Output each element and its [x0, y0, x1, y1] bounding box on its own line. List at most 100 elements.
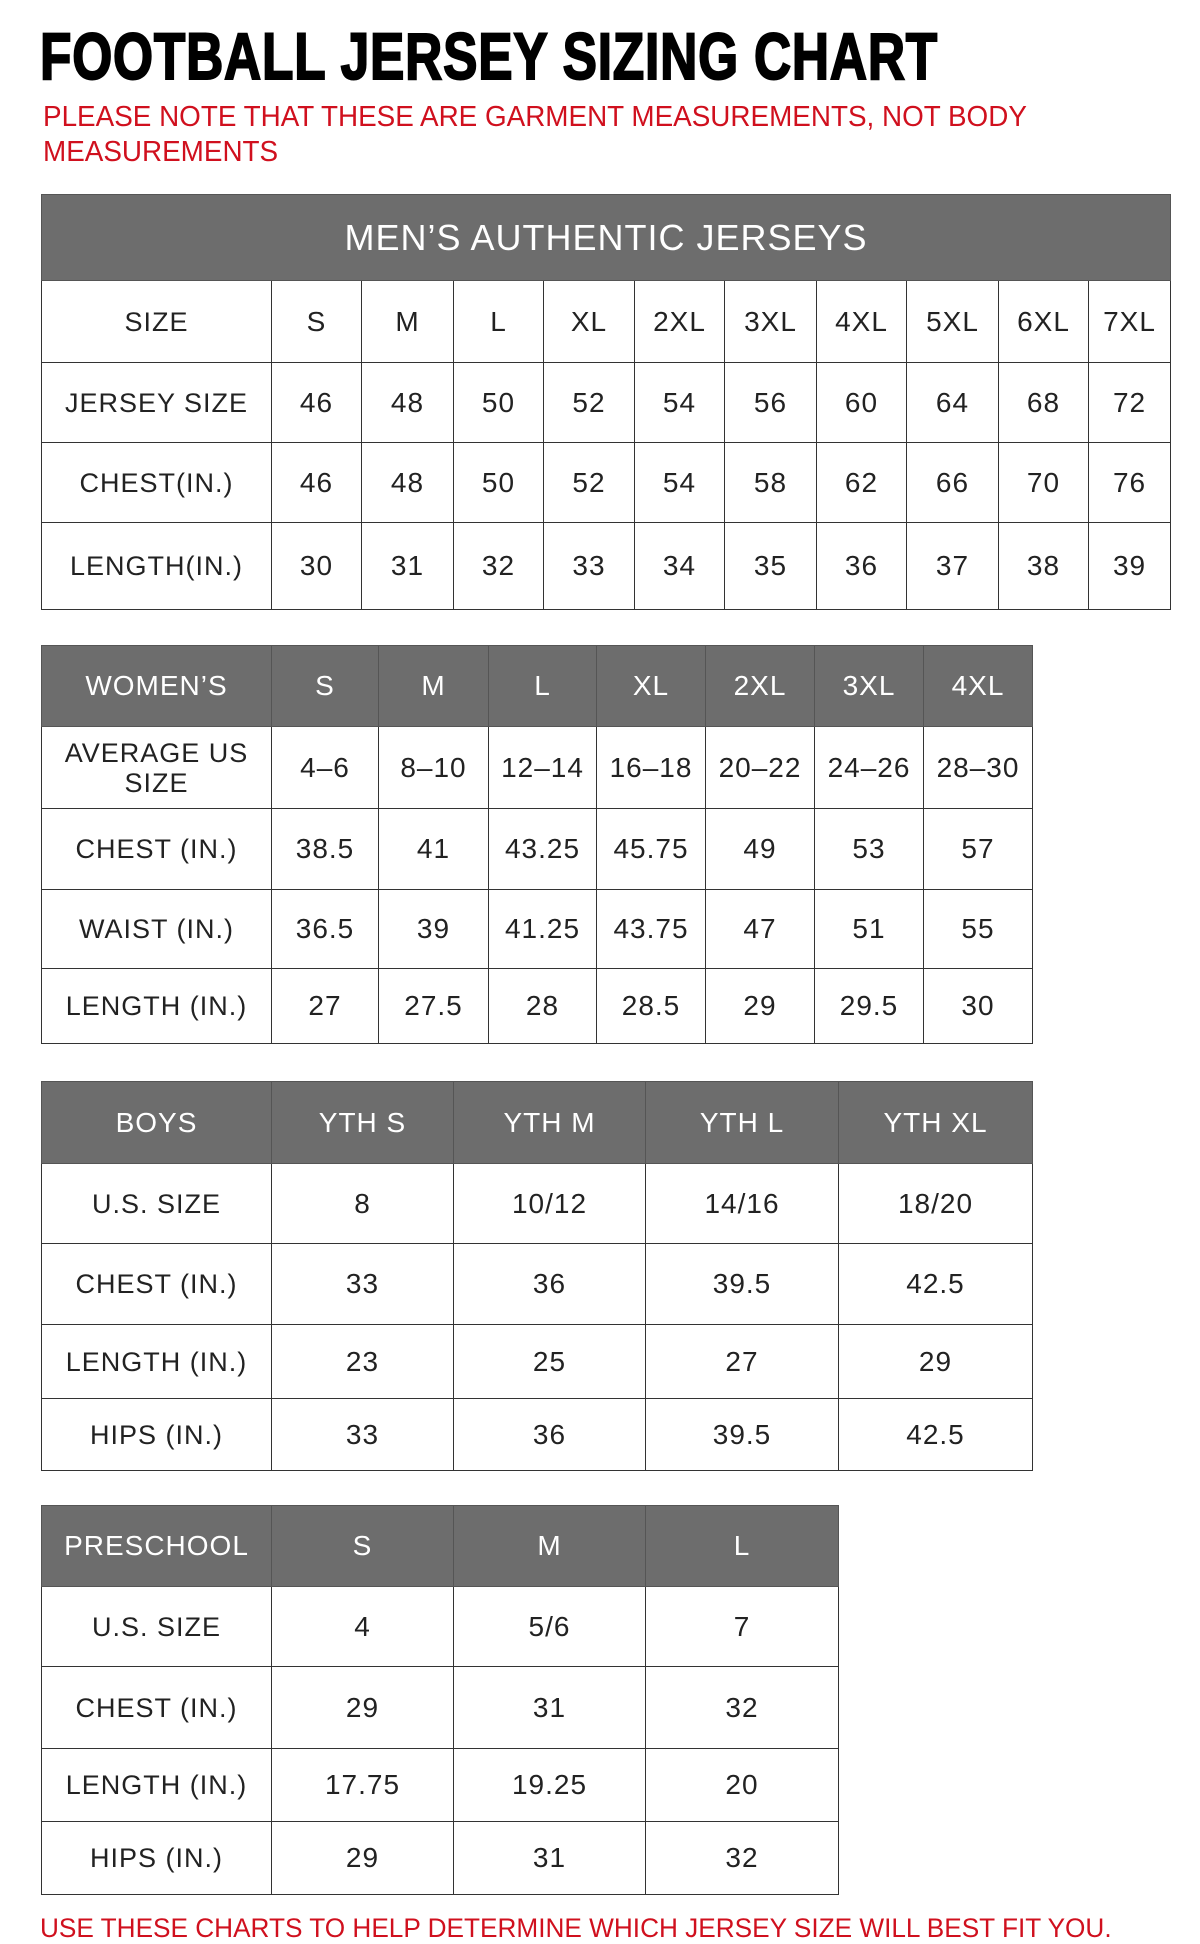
table-cell: 52	[543, 362, 635, 443]
table-cell: 39	[378, 889, 489, 969]
table-cell: 48	[361, 442, 454, 523]
table-row: LENGTH(IN.) 30 31 32 33 34 35 36 37 38 39	[41, 522, 1172, 610]
table-cell: 48	[361, 362, 454, 443]
mens-size-table: MEN’S AUTHENTIC JERSEYS SIZE S M L XL 2XL 3XL 4X…	[40, 194, 1172, 610]
table-cell: 4–6	[271, 726, 379, 809]
table-cell: 12–14	[488, 726, 597, 809]
table-cell: 31	[453, 1666, 646, 1749]
table-cell: 38	[998, 522, 1089, 610]
page-title: FOOTBALL JERSEY SIZING CHART	[39, 18, 939, 94]
table-cell: 2XL	[634, 280, 725, 363]
table-cell: 31	[361, 522, 454, 610]
row-label: LENGTH (IN.)	[41, 1324, 272, 1399]
table-cell: 20	[645, 1748, 839, 1822]
table-cell: 30	[923, 968, 1033, 1044]
table-cell: 45.75	[596, 808, 706, 890]
table-cell: 20–22	[705, 726, 815, 809]
table-cell: 43.75	[596, 889, 706, 969]
table-cell: M	[361, 280, 454, 363]
size-column-header: S	[271, 1505, 454, 1587]
table-cell: 36	[453, 1243, 646, 1325]
size-column-header: L	[645, 1505, 839, 1587]
boys-table-title: BOYS	[41, 1081, 272, 1164]
table-cell: 50	[453, 362, 544, 443]
table-cell: 36	[816, 522, 907, 610]
table-cell: 17.75	[271, 1748, 454, 1822]
table-row: LENGTH (IN.) 27 27.5 28 28.5 29 29.5 30	[41, 968, 1033, 1044]
table-cell: 27	[645, 1324, 839, 1399]
table-cell: 16–18	[596, 726, 706, 809]
table-cell: S	[271, 280, 362, 363]
table-cell: 50	[453, 442, 544, 523]
row-label: JERSEY SIZE	[41, 362, 272, 443]
table-cell: 28	[488, 968, 597, 1044]
table-cell: L	[453, 280, 544, 363]
womens-header-row: WOMEN’S S M L XL 2XL 3XL 4XL	[41, 645, 1033, 727]
table-cell: 35	[724, 522, 817, 610]
table-cell: 39.5	[645, 1398, 839, 1471]
table-row: LENGTH (IN.) 17.75 19.25 20	[41, 1748, 839, 1822]
preschool-size-table: PRESCHOOL S M L U.S. SIZE 4 5/6 7 CHEST (IN.) 29 3…	[41, 1505, 839, 1895]
table-cell: 72	[1087, 362, 1172, 443]
table-cell: 52	[543, 442, 635, 523]
table-cell: 29	[271, 1666, 454, 1749]
table-cell: 34	[634, 522, 725, 610]
table-cell: 32	[453, 522, 544, 610]
preschool-header-row: PRESCHOOL S M L	[41, 1505, 839, 1587]
table-cell: 41	[378, 808, 489, 890]
table-row: CHEST (IN.) 33 36 39.5 42.5	[41, 1243, 1033, 1325]
row-label: CHEST (IN.)	[41, 1243, 272, 1325]
row-label: LENGTH (IN.)	[41, 968, 272, 1044]
table-cell: 18/20	[838, 1163, 1033, 1244]
table-row: CHEST (IN.) 38.5 41 43.25 45.75 49 53 57	[41, 808, 1033, 890]
table-cell: 3XL	[724, 280, 817, 363]
table-row: U.S. SIZE 8 10/12 14/16 18/20	[41, 1163, 1033, 1244]
row-label: LENGTH(IN.)	[41, 522, 272, 610]
table-cell: 37	[906, 522, 999, 610]
table-cell: 47	[705, 889, 815, 969]
table-cell: 29	[705, 968, 815, 1044]
table-cell: 31	[453, 1821, 646, 1895]
table-cell: 49	[705, 808, 815, 890]
row-label: HIPS (IN.)	[41, 1398, 272, 1471]
table-cell: 28–30	[923, 726, 1033, 809]
table-cell: 25	[453, 1324, 646, 1399]
table-cell: 5XL	[906, 280, 999, 363]
table-cell: 36	[453, 1398, 646, 1471]
table-cell: 30	[271, 522, 362, 610]
boys-header-row: BOYS YTH S YTH M YTH L YTH XL	[41, 1081, 1033, 1164]
row-label: LENGTH (IN.)	[41, 1748, 272, 1822]
table-cell: 4	[271, 1586, 454, 1667]
table-cell: 53	[814, 808, 924, 890]
table-row: WAIST (IN.) 36.5 39 41.25 43.75 47 51 55	[41, 889, 1033, 969]
table-cell: 39.5	[645, 1243, 839, 1325]
size-column-header: YTH S	[271, 1081, 454, 1164]
preschool-table-title: PRESCHOOL	[41, 1505, 272, 1587]
size-column-header: YTH M	[453, 1081, 646, 1164]
table-cell: 51	[814, 889, 924, 969]
table-cell: 32	[645, 1821, 839, 1895]
mens-table-title: MEN’S AUTHENTIC JERSEYS	[40, 194, 1172, 281]
table-row: U.S. SIZE 4 5/6 7	[41, 1586, 839, 1667]
table-cell: 32	[645, 1666, 839, 1749]
table-cell: 62	[816, 442, 907, 523]
table-cell: 29.5	[814, 968, 924, 1044]
table-cell: 29	[838, 1324, 1033, 1399]
table-row: HIPS (IN.) 29 31 32	[41, 1821, 839, 1895]
row-label: AVERAGE US SIZE	[41, 726, 272, 809]
table-cell: 39	[1087, 522, 1172, 610]
table-cell: 38.5	[271, 808, 379, 890]
size-column-header: M	[378, 645, 489, 727]
table-cell: 27.5	[378, 968, 489, 1044]
table-cell: 8–10	[378, 726, 489, 809]
table-cell: 24–26	[814, 726, 924, 809]
size-column-header: S	[271, 645, 379, 727]
size-column-header: YTH XL	[838, 1081, 1033, 1164]
table-row: LENGTH (IN.) 23 25 27 29	[41, 1324, 1033, 1399]
table-cell: 7	[645, 1586, 839, 1667]
table-row: JERSEY SIZE 46 48 50 52 54 56 60 64 68 72	[41, 362, 1172, 443]
table-cell: 10/12	[453, 1163, 646, 1244]
table-cell: 66	[906, 442, 999, 523]
row-label: CHEST (IN.)	[41, 1666, 272, 1749]
size-column-header: XL	[596, 645, 706, 727]
